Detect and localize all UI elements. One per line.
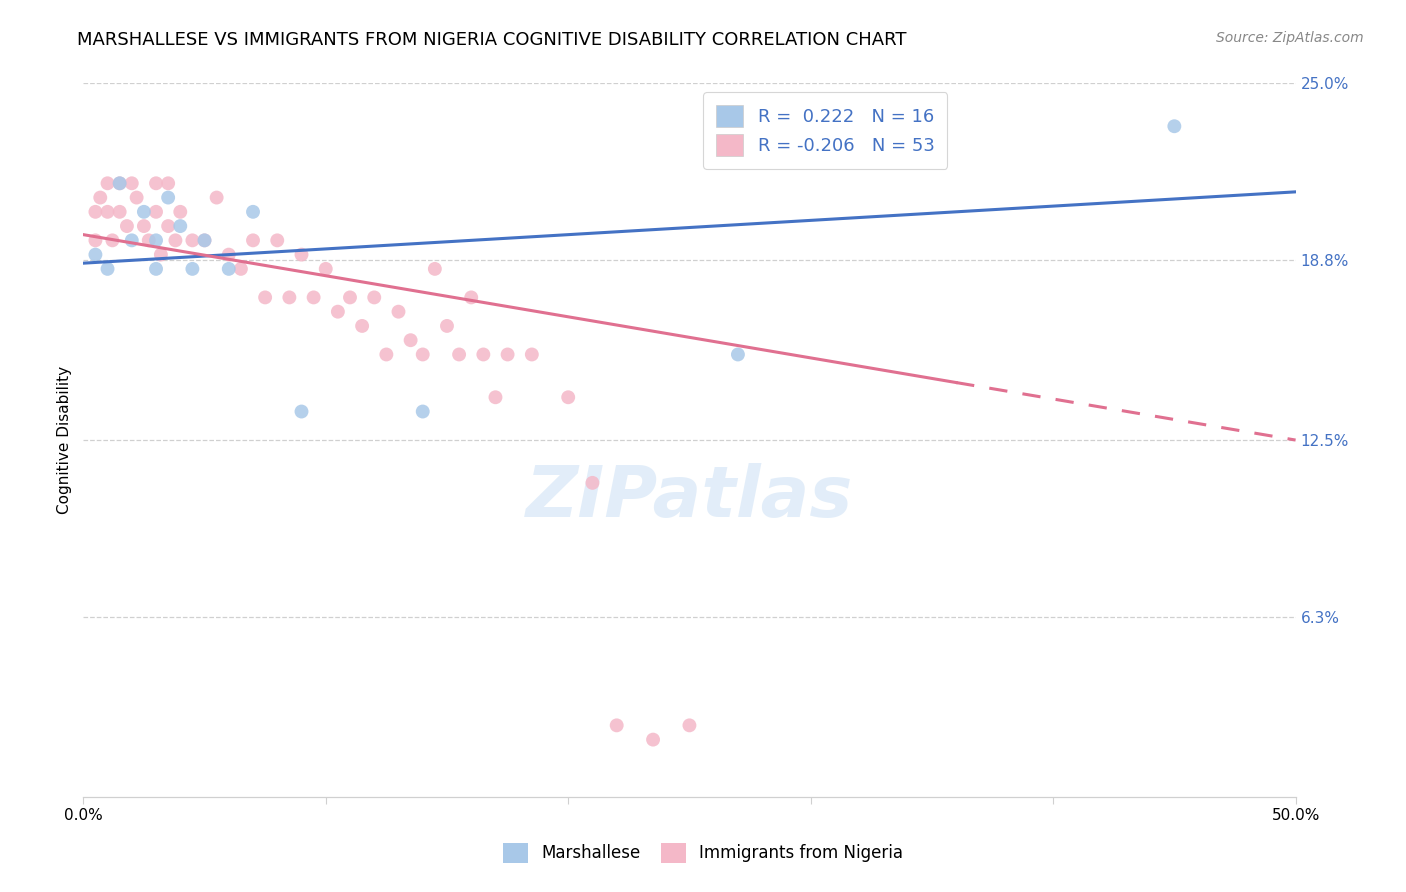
Point <box>205 190 228 204</box>
Point <box>157 219 180 233</box>
Point <box>181 261 204 276</box>
Point <box>423 261 446 276</box>
Legend: Marshallese, Immigrants from Nigeria: Marshallese, Immigrants from Nigeria <box>491 831 915 875</box>
Point <box>484 390 506 404</box>
Point <box>290 247 312 261</box>
Point <box>278 290 301 304</box>
Point <box>363 290 385 304</box>
Point <box>145 204 167 219</box>
Point <box>115 219 138 233</box>
Text: MARSHALLESE VS IMMIGRANTS FROM NIGERIA COGNITIVE DISABILITY CORRELATION CHART: MARSHALLESE VS IMMIGRANTS FROM NIGERIA C… <box>77 31 907 49</box>
Point <box>108 176 131 190</box>
Point <box>108 204 131 219</box>
Point <box>254 290 277 304</box>
Point <box>169 219 191 233</box>
Point <box>193 233 215 247</box>
Point <box>132 219 155 233</box>
Point <box>581 475 603 490</box>
Point <box>290 404 312 418</box>
Point <box>157 190 180 204</box>
Point <box>108 176 131 190</box>
Point <box>266 233 288 247</box>
Point <box>181 233 204 247</box>
Point <box>678 718 700 732</box>
Point <box>399 333 422 347</box>
Point <box>121 176 143 190</box>
Point <box>96 261 118 276</box>
Point <box>96 176 118 190</box>
Point <box>460 290 482 304</box>
Text: Source: ZipAtlas.com: Source: ZipAtlas.com <box>1216 31 1364 45</box>
Point <box>193 233 215 247</box>
Point <box>520 347 543 361</box>
Point <box>165 233 187 247</box>
Point <box>229 261 252 276</box>
Point <box>412 404 434 418</box>
Point <box>436 318 458 333</box>
Point <box>472 347 495 361</box>
Point <box>557 390 579 404</box>
Point <box>145 261 167 276</box>
Point <box>302 290 325 304</box>
Point <box>496 347 519 361</box>
Point <box>412 347 434 361</box>
Point <box>449 347 471 361</box>
Point <box>169 204 191 219</box>
Point <box>96 204 118 219</box>
Point <box>375 347 398 361</box>
Point <box>242 204 264 219</box>
Point <box>315 261 337 276</box>
Point <box>1163 120 1185 134</box>
Point <box>121 233 143 247</box>
Point <box>352 318 374 333</box>
Point <box>145 176 167 190</box>
Point <box>326 304 349 318</box>
Point <box>138 233 160 247</box>
Point <box>218 261 240 276</box>
Point <box>149 247 172 261</box>
Point <box>218 247 240 261</box>
Point <box>101 233 124 247</box>
Point <box>132 204 155 219</box>
Point <box>641 732 664 747</box>
Text: ZIPatlas: ZIPatlas <box>526 463 853 532</box>
Point <box>84 233 107 247</box>
Point <box>125 190 148 204</box>
Point <box>339 290 361 304</box>
Point <box>89 190 111 204</box>
Point <box>145 233 167 247</box>
Point <box>242 233 264 247</box>
Point <box>84 204 107 219</box>
Point <box>387 304 409 318</box>
Point <box>727 347 749 361</box>
Legend: R =  0.222   N = 16, R = -0.206   N = 53: R = 0.222 N = 16, R = -0.206 N = 53 <box>703 93 948 169</box>
Y-axis label: Cognitive Disability: Cognitive Disability <box>58 366 72 514</box>
Point <box>606 718 628 732</box>
Point <box>84 247 107 261</box>
Point <box>157 176 180 190</box>
